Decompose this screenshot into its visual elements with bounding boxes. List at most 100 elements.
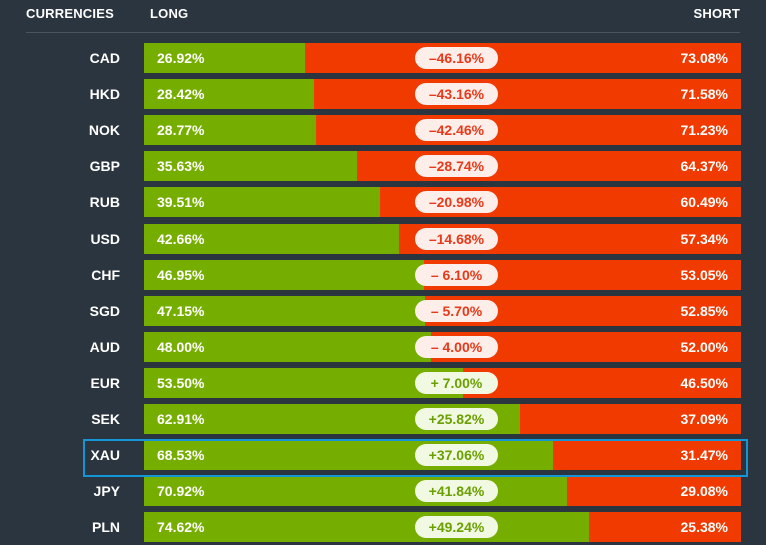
short-percentage: 29.08%	[680, 483, 728, 500]
table-row[interactable]: SEK 62.91% 37.09% +25.82%	[0, 404, 766, 434]
currency-label: HKD	[89, 86, 120, 103]
sentiment-bar: 74.62% 25.38% +49.24%	[144, 512, 741, 543]
sentiment-bar: 62.91% 37.09% +25.82%	[144, 404, 741, 434]
currency-label: SEK	[91, 411, 120, 427]
long-fill	[144, 331, 431, 362]
table-row[interactable]: XAU 68.53% 31.47% +37.06%	[0, 440, 766, 471]
net-difference-badge: + 7.00%	[415, 371, 498, 394]
sentiment-bar: 68.53% 31.47% +37.06%	[144, 440, 741, 471]
short-percentage: 25.38%	[680, 519, 728, 536]
sentiment-bar: 47.15% 52.85% – 5.70%	[144, 295, 741, 326]
long-percentage: 35.63%	[157, 158, 205, 175]
net-difference-badge: – 5.70%	[415, 299, 498, 322]
sentiment-bar: 70.92% 29.08% +41.84%	[144, 476, 741, 507]
currency-label: NOK	[88, 122, 120, 139]
short-percentage: 37.09%	[680, 411, 728, 427]
header-short: SHORT	[693, 6, 740, 21]
sentiment-bar: 28.42% 71.58% –43.16%	[144, 79, 741, 110]
long-percentage: 62.91%	[157, 411, 205, 427]
net-difference-badge: –28.74%	[415, 155, 498, 178]
currency-label: JPY	[93, 483, 120, 500]
currency-label: SGD	[89, 302, 120, 319]
sentiment-bar: 42.66% 57.34% –14.68%	[144, 223, 741, 254]
long-percentage: 68.53%	[157, 447, 205, 464]
currency-label: CHF	[91, 266, 120, 283]
currency-label: XAU	[90, 447, 120, 464]
sentiment-bar: 35.63% 64.37% –28.74%	[144, 151, 741, 182]
net-difference-badge: – 4.00%	[415, 335, 498, 358]
net-difference-badge: +37.06%	[415, 444, 498, 467]
sentiment-bar: 48.00% 52.00% – 4.00%	[144, 331, 741, 362]
table-row[interactable]: CAD 26.92% 73.08% –46.16%	[0, 43, 766, 73]
selected-row-highlight	[83, 439, 748, 477]
sentiment-bar: 28.77% 71.23% –42.46%	[144, 115, 741, 146]
table-row[interactable]: USD 42.66% 57.34% –14.68%	[0, 223, 766, 254]
net-difference-badge: –46.16%	[415, 47, 498, 69]
short-percentage: 73.08%	[680, 50, 728, 66]
long-percentage: 28.42%	[157, 86, 205, 103]
currency-label: AUD	[89, 338, 120, 355]
long-percentage: 53.50%	[157, 374, 205, 391]
currency-label: USD	[90, 230, 120, 247]
long-percentage: 26.92%	[157, 50, 205, 66]
table-row[interactable]: SGD 47.15% 52.85% – 5.70%	[0, 295, 766, 326]
table-row[interactable]: AUD 48.00% 52.00% – 4.00%	[0, 331, 766, 362]
net-difference-badge: +25.82%	[415, 408, 498, 430]
table-row[interactable]: NOK 28.77% 71.23% –42.46%	[0, 115, 766, 146]
net-difference-badge: – 6.10%	[415, 263, 498, 286]
net-difference-badge: +49.24%	[415, 516, 498, 539]
header-currencies: CURRENCIES	[26, 6, 114, 21]
long-percentage: 48.00%	[157, 338, 205, 355]
table-row[interactable]: PLN 74.62% 25.38% +49.24%	[0, 512, 766, 543]
net-difference-badge: –43.16%	[415, 83, 498, 106]
short-percentage: 71.58%	[680, 86, 728, 103]
long-fill	[144, 151, 357, 182]
long-percentage: 74.62%	[157, 519, 205, 536]
long-fill	[144, 367, 464, 398]
short-percentage: 52.85%	[680, 302, 728, 319]
currency-label: EUR	[90, 374, 120, 391]
long-fill	[144, 115, 316, 146]
short-percentage: 57.34%	[680, 230, 728, 247]
long-fill	[144, 295, 426, 326]
table-row[interactable]: JPY 70.92% 29.08% +41.84%	[0, 476, 766, 507]
short-percentage: 46.50%	[680, 374, 728, 391]
long-fill	[144, 187, 380, 218]
short-percentage: 71.23%	[680, 122, 728, 139]
header-long: LONG	[150, 6, 189, 21]
long-fill	[144, 259, 425, 290]
net-difference-badge: +41.84%	[415, 480, 498, 503]
long-percentage: 47.15%	[157, 302, 205, 319]
long-percentage: 39.51%	[157, 194, 205, 211]
long-fill	[144, 476, 568, 507]
currency-label: RUB	[89, 194, 120, 211]
currency-label: GBP	[89, 158, 120, 175]
short-percentage: 31.47%	[680, 447, 728, 464]
net-difference-badge: –42.46%	[415, 119, 498, 142]
sentiment-bar: 39.51% 60.49% –20.98%	[144, 187, 741, 218]
short-percentage: 60.49%	[680, 194, 728, 211]
table-row[interactable]: CHF 46.95% 53.05% – 6.10%	[0, 259, 766, 290]
table-row[interactable]: GBP 35.63% 64.37% –28.74%	[0, 151, 766, 182]
net-difference-badge: –20.98%	[415, 191, 498, 214]
header-divider	[26, 32, 740, 33]
currency-label: CAD	[89, 50, 120, 66]
long-percentage: 46.95%	[157, 266, 205, 283]
table-row[interactable]: EUR 53.50% 46.50% + 7.00%	[0, 367, 766, 398]
long-percentage: 28.77%	[157, 122, 205, 139]
short-percentage: 53.05%	[680, 266, 728, 283]
short-percentage: 64.37%	[680, 158, 728, 175]
sentiment-bar: 46.95% 53.05% – 6.10%	[144, 259, 741, 290]
long-fill	[144, 43, 305, 73]
net-difference-badge: –14.68%	[415, 227, 498, 250]
long-fill	[144, 512, 590, 543]
sentiment-bar: 53.50% 46.50% + 7.00%	[144, 367, 741, 398]
sentiment-bar: 26.92% 73.08% –46.16%	[144, 43, 741, 73]
table-row[interactable]: RUB 39.51% 60.49% –20.98%	[0, 187, 766, 218]
long-percentage: 42.66%	[157, 230, 205, 247]
table-header: CURRENCIES LONG SHORT	[0, 0, 766, 32]
table-row[interactable]: HKD 28.42% 71.58% –43.16%	[0, 79, 766, 110]
short-percentage: 52.00%	[680, 338, 728, 355]
currency-label: PLN	[92, 519, 120, 536]
long-fill	[144, 223, 399, 254]
